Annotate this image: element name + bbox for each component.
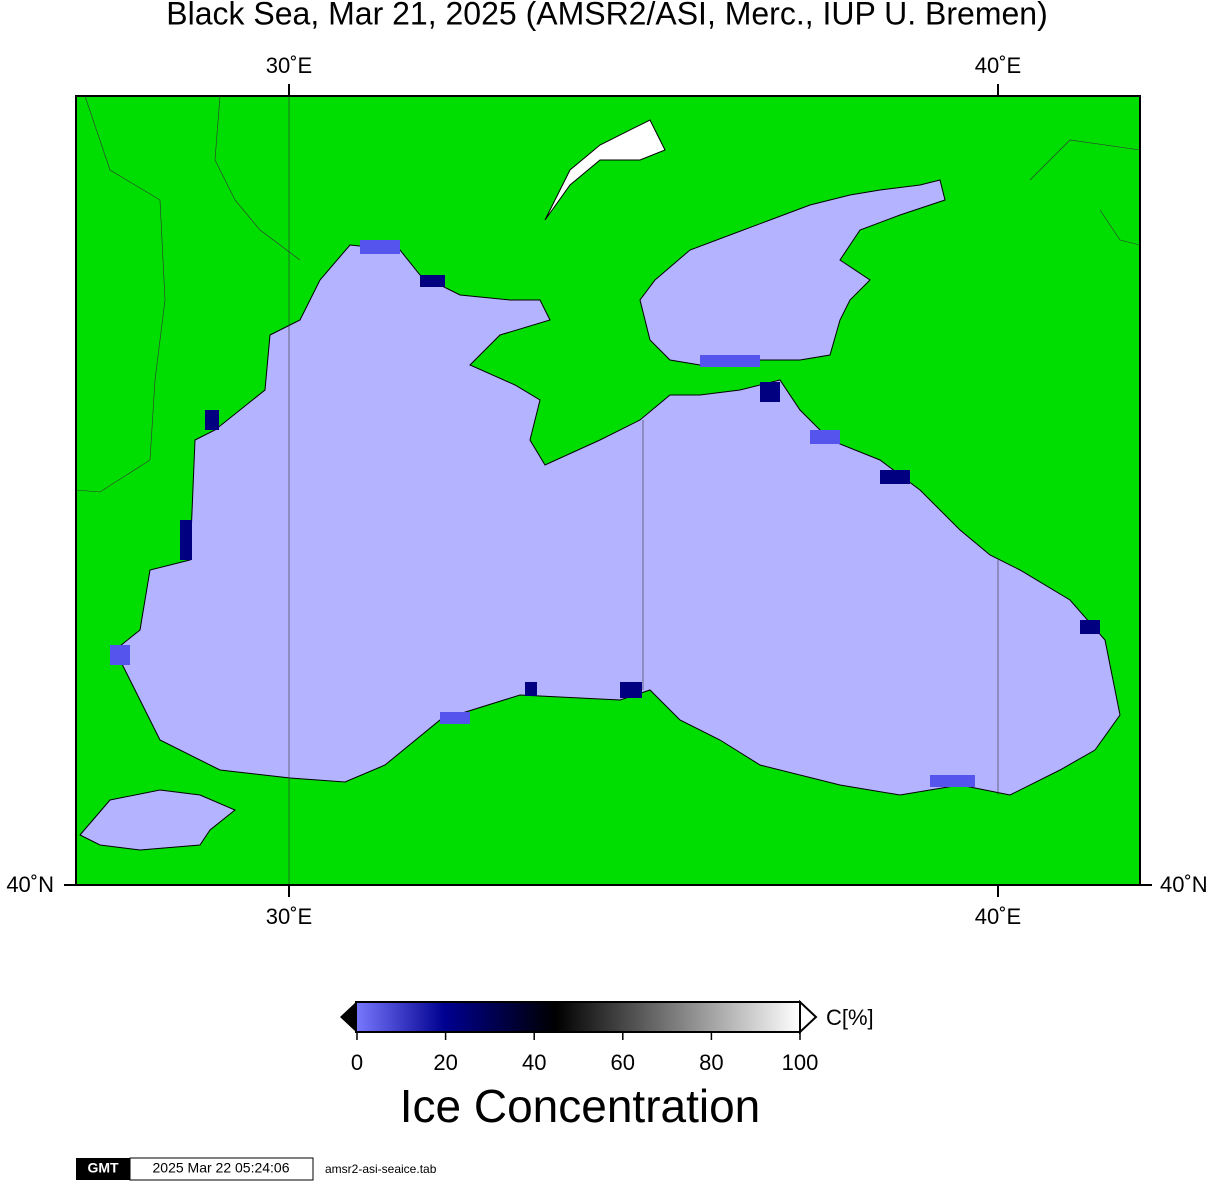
- lon-label: 30˚E: [266, 904, 312, 929]
- sea-of-marmara: [79, 789, 236, 851]
- colorbar: C[%] 0 20 40 60 80 100: [340, 999, 874, 1075]
- footer: GMT 2025 Mar 22 05:24:06 amsr2-asi-seaic…: [76, 1157, 437, 1181]
- map: [76, 96, 1140, 885]
- lon-label: 30˚E: [266, 53, 312, 78]
- colorbar-unit: C[%]: [826, 1005, 874, 1030]
- meridians: [288, 96, 999, 885]
- colorbar-tick-label: 20: [433, 1050, 457, 1075]
- coastal-ice-pixels: [180, 275, 1100, 698]
- colorbar-tick-label: 40: [522, 1050, 546, 1075]
- colorbar-gradient: [355, 1001, 801, 1033]
- title: Black Sea, Mar 21, 2025 (AMSR2/ASI, Merc…: [166, 0, 1048, 31]
- colorbar-tick-label: 80: [699, 1050, 723, 1075]
- map-frame: [75, 95, 1141, 886]
- file-name: amsr2-asi-seaice.tab: [325, 1162, 437, 1176]
- colorbar-tick-label: 100: [782, 1050, 819, 1075]
- colorbar-tick-label: 60: [611, 1050, 635, 1075]
- gmt-logo: [76, 1158, 130, 1180]
- lon-label: 40˚E: [975, 904, 1021, 929]
- lat-label: 40˚N: [6, 872, 54, 897]
- sea-of-azov: [639, 179, 946, 366]
- black-sea: [114, 244, 1121, 796]
- frame-ticks: [64, 84, 1152, 897]
- lon-label: 40˚E: [975, 53, 1021, 78]
- colorbar-max-arrow: [799, 999, 818, 1035]
- gmt-logo-text: GMT: [87, 1160, 119, 1176]
- timestamp: 2025 Mar 22 05:24:06: [153, 1160, 290, 1176]
- lat-label: 40˚N: [1160, 872, 1208, 897]
- land-lagoon: [544, 119, 666, 221]
- colorbar-tick-label: 0: [351, 1050, 363, 1075]
- colorbar-min-arrow: [340, 1002, 356, 1032]
- timestamp-box: [129, 1157, 314, 1181]
- coastal-ice-pixels: [110, 240, 975, 787]
- colorbar-label: Ice Concentration: [400, 1080, 761, 1132]
- borders: [76, 96, 1140, 493]
